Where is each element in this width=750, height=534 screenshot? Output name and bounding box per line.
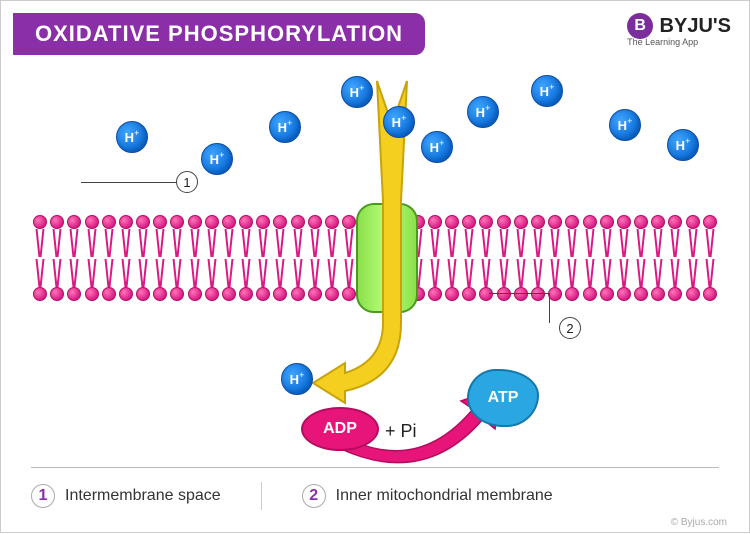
legend-num-1: 1 [31,484,55,508]
diagram-body: H+H+H+H+H+H+H+H+H+H+ H+ 1 2 ADP + Pi ATP [1,1,749,532]
adp-molecule: ADP [301,407,379,451]
callout-2: 2 [559,317,581,339]
proton-ion: H+ [421,131,453,163]
proton-ion: H+ [116,121,148,153]
proton-flow-arrow-icon [1,1,750,534]
proton-ion: H+ [269,111,301,143]
legend-item-1: 1 Intermembrane space [31,484,221,508]
proton-ion: H+ [609,109,641,141]
legend-label-1: Intermembrane space [65,487,221,505]
credit: © Byjus.com [671,517,727,528]
legend-item-2: 2 Inner mitochondrial membrane [302,484,553,508]
oxidative-phosphorylation-diagram: OXIDATIVE PHOSPHORYLATION B BYJU'S The L… [0,0,750,533]
proton-ion: H+ [383,106,415,138]
pi-label: + Pi [385,421,417,442]
legend: 1 Intermembrane space 2 Inner mitochondr… [31,467,719,510]
legend-label-2: Inner mitochondrial membrane [336,487,553,505]
callout-1: 1 [176,171,198,193]
legend-num-2: 2 [302,484,326,508]
callout-2-leader-h [489,293,549,294]
proton-ion: H+ [667,129,699,161]
proton-ion: H+ [281,363,313,395]
legend-separator [261,482,262,510]
proton-ion: H+ [531,75,563,107]
proton-ion: H+ [341,76,373,108]
proton-ion: H+ [201,143,233,175]
callout-2-leader-v [549,293,550,323]
atp-molecule: ATP [467,369,539,427]
proton-ion: H+ [467,96,499,128]
